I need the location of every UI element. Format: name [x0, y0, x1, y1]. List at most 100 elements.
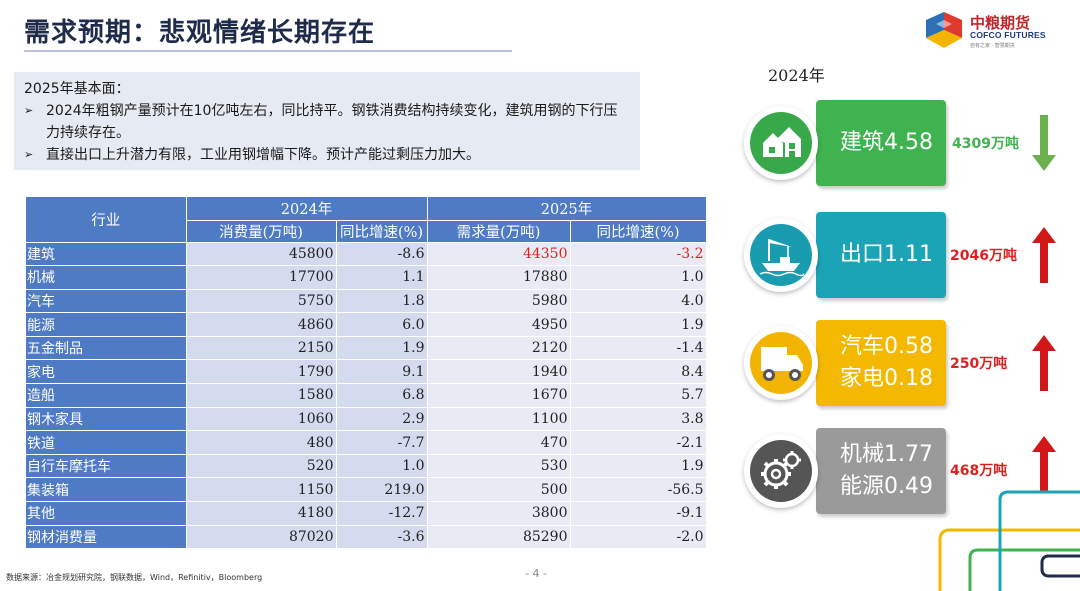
table-row: 钢木家具 1060 2.9 1100 3.8	[26, 407, 707, 432]
industry-cell: 五金制品	[26, 336, 187, 361]
demand-2025-cell: 1670	[427, 383, 571, 408]
demand-2025-cell: 530	[427, 454, 571, 479]
header-growth-2025: 同比增速(%)	[570, 220, 707, 243]
consumption-2024-cell: 1580	[186, 383, 337, 408]
industry-cell: 钢材消费量	[26, 525, 187, 550]
demand-2025-cell: 1100	[427, 407, 571, 432]
logo-text-sub: 自有之家 · 智慧期货	[970, 43, 1015, 49]
industry-cell: 汽车	[26, 289, 187, 314]
header-consumption-2024: 消费量(万吨)	[186, 220, 337, 243]
table-row: 能源 4860 6.0 4950 1.9	[26, 312, 707, 337]
growth-2025-cell: -2.1	[570, 430, 707, 455]
side-card-panel: 出口1.11	[816, 212, 946, 298]
data-source-note: 数据来源：冶金规划研究院，钢联数据，Wind，Refinitiv，Bloombe…	[6, 573, 263, 582]
side-card: 建筑4.58 4309万吨	[744, 100, 1080, 186]
side-year-label: 2024年	[768, 66, 825, 85]
table-row: 汽车 5750 1.8 5980 4.0	[26, 289, 707, 314]
growth-2025-cell: 1.9	[570, 454, 707, 479]
bullet-arrow-icon: ➢	[24, 104, 34, 117]
industry-cell: 造船	[26, 383, 187, 408]
consumption-2024-cell: 1150	[186, 477, 337, 503]
house-icon	[750, 112, 812, 174]
demand-2025-cell: 85290	[427, 525, 571, 550]
growth-2025-cell: -56.5	[570, 477, 707, 503]
table-row: 集装箱 1150 219.0 500 -56.5	[26, 477, 707, 503]
growth-2025-cell: -2.0	[570, 525, 707, 550]
side-card-amount: 468万吨	[950, 463, 1008, 479]
consumption-2024-cell: 87020	[186, 525, 337, 550]
demand-2025-cell: 2120	[427, 336, 571, 361]
side-card: 机械1.77 能源0.49 468万吨	[744, 428, 1080, 514]
trend-up-arrow-icon	[1032, 227, 1056, 283]
side-card-label: 出口1.11	[840, 242, 933, 267]
side-card-icon-circle	[744, 434, 818, 508]
trend-up-arrow-icon	[1032, 436, 1056, 492]
demand-2025-cell: 1940	[427, 359, 571, 385]
demand-2025-cell: 470	[427, 430, 571, 455]
side-card-label: 建筑4.58	[840, 130, 933, 155]
industry-cell: 其他	[26, 501, 187, 526]
consumption-2024-cell: 1790	[186, 359, 337, 385]
consumption-2024-cell: 45800	[186, 242, 337, 267]
consumption-2024-cell: 2150	[186, 336, 337, 361]
growth-2025-cell: -3.2	[570, 242, 707, 267]
table-row: 自行车摩托车 520 1.0 530 1.9	[26, 454, 707, 479]
trend-down-arrow-icon	[1032, 115, 1056, 171]
steel-consumption-table: 行业 2024年 2025年 消费量(万吨) 同比增速(%) 需求量(万吨) 同…	[26, 197, 707, 550]
trend-up-arrow-icon	[1032, 335, 1056, 391]
table-row: 建筑 45800 -8.6 44350 -3.2	[26, 242, 707, 267]
title-divider	[24, 50, 512, 52]
growth-2024-cell: -12.7	[336, 501, 428, 526]
growth-2024-cell: 1.0	[336, 454, 428, 479]
table-row: 家电 1790 9.1 1940 8.4	[26, 359, 707, 385]
header-industry: 行业	[26, 197, 187, 243]
side-card-label: 汽车0.58	[840, 334, 933, 359]
demand-2025-cell: 3800	[427, 501, 571, 526]
side-card-panel: 建筑4.58	[816, 100, 946, 186]
side-card-label: 家电0.18	[840, 366, 933, 391]
industry-cell: 自行车摩托车	[26, 454, 187, 479]
growth-2025-cell: 3.8	[570, 407, 707, 432]
header-year-2025: 2025年	[427, 197, 707, 221]
growth-2024-cell: 9.1	[336, 359, 428, 385]
table-row: 五金制品 2150 1.9 2120 -1.4	[26, 336, 707, 361]
growth-2025-cell: 4.0	[570, 289, 707, 314]
demand-2025-cell: 500	[427, 477, 571, 503]
summary-box: 2025年基本面： ➢ 2024年粗钢产量预计在10亿吨左右，同比持平。钢铁消费…	[14, 72, 640, 170]
crane-ship-icon	[750, 224, 812, 286]
industry-cell: 集装箱	[26, 477, 187, 503]
growth-2024-cell: 219.0	[336, 477, 428, 503]
table-row: 造船 1580 6.8 1670 5.7	[26, 383, 707, 408]
header-demand-2025: 需求量(万吨)	[427, 220, 571, 243]
side-card-icon-circle	[744, 326, 818, 400]
summary-heading: 2025年基本面：	[24, 81, 130, 97]
page-title: 需求预期：悲观情绪长期存在	[24, 18, 376, 48]
consumption-2024-cell: 1060	[186, 407, 337, 432]
summary-bullet: ➢ 2024年粗钢产量预计在10亿吨左右，同比持平。钢铁消费结构持续变化，建筑用…	[24, 100, 630, 144]
industry-cell: 钢木家具	[26, 407, 187, 432]
demand-2025-cell: 44350	[427, 242, 571, 267]
logo-text-cn: 中粮期货	[970, 14, 1031, 32]
summary-bullet-text: 2024年粗钢产量预计在10亿吨左右，同比持平。钢铁消费结构持续变化，建筑用钢的…	[46, 103, 618, 141]
growth-2024-cell: -3.6	[336, 525, 428, 550]
growth-2025-cell: 1.0	[570, 265, 707, 290]
industry-cell: 能源	[26, 312, 187, 337]
truck-icon	[750, 332, 812, 394]
side-card-icon-circle	[744, 106, 818, 180]
growth-2025-cell: -1.4	[570, 336, 707, 361]
growth-2024-cell: 2.9	[336, 407, 428, 432]
industry-cell: 铁道	[26, 430, 187, 455]
growth-2024-cell: -7.7	[336, 430, 428, 455]
growth-2025-cell: 1.9	[570, 312, 707, 337]
growth-2024-cell: 6.0	[336, 312, 428, 337]
demand-2025-cell: 4950	[427, 312, 571, 337]
demand-2025-cell: 5980	[427, 289, 571, 314]
bullet-arrow-icon: ➢	[24, 148, 34, 161]
header-growth-2024: 同比增速(%)	[336, 220, 428, 243]
consumption-2024-cell: 480	[186, 430, 337, 455]
demand-2025-cell: 17880	[427, 265, 571, 290]
logo-text-en: COFCO FUTURES	[970, 30, 1046, 40]
side-card-label: 机械1.77	[840, 442, 933, 467]
table-row: 机械 17700 1.1 17880 1.0	[26, 265, 707, 290]
side-card-panel: 汽车0.58 家电0.18	[816, 320, 946, 406]
